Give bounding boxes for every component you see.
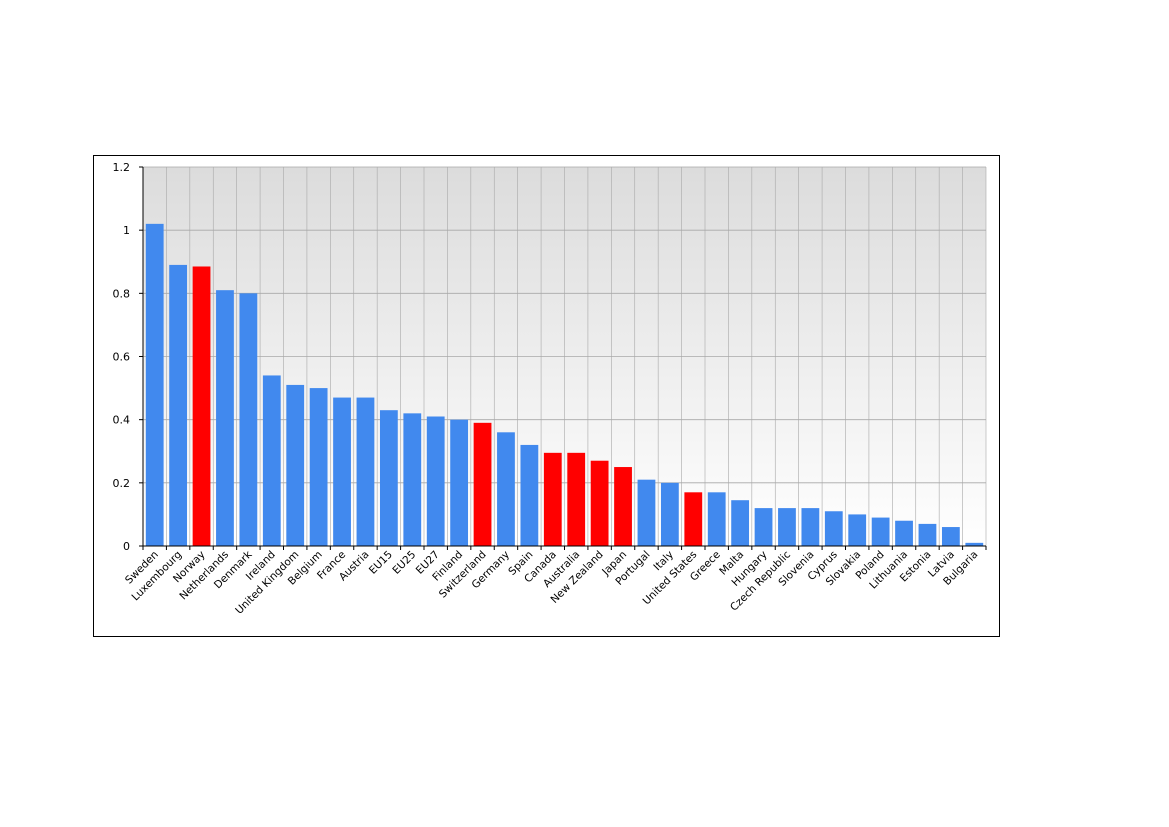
bar-finland bbox=[450, 419, 469, 546]
bar-united-kingdom bbox=[286, 384, 305, 546]
bar-canada bbox=[543, 452, 562, 546]
bar-france bbox=[333, 397, 351, 546]
bar-sweden bbox=[145, 223, 164, 546]
y-tick-label: 0.2 bbox=[113, 477, 131, 490]
bar-malta bbox=[731, 500, 750, 546]
bar-czech-republic bbox=[778, 508, 796, 546]
axes bbox=[139, 166, 987, 550]
y-tick-label: 0.6 bbox=[113, 351, 131, 364]
bar-united-states bbox=[684, 492, 703, 546]
bar-poland bbox=[871, 517, 890, 546]
bar-germany bbox=[497, 432, 515, 546]
bar-eu25 bbox=[403, 413, 422, 546]
y-tick-label: 0.4 bbox=[113, 414, 131, 427]
bar-eu27 bbox=[426, 416, 445, 546]
bars bbox=[145, 223, 984, 546]
x-category-label: EU25 bbox=[390, 549, 418, 577]
bar-spain bbox=[520, 444, 539, 546]
bar-hungary bbox=[754, 508, 773, 546]
bar-norway bbox=[192, 266, 211, 546]
bar-chart: 0 0.2 0.4 0.6 0.8 1 1.2 SwedenLuxembourgNorway… bbox=[113, 161, 987, 617]
bar-luxembourg bbox=[169, 264, 188, 546]
bar-slovenia bbox=[801, 508, 820, 546]
bar-cyprus bbox=[824, 511, 843, 546]
bar-netherlands bbox=[216, 290, 234, 546]
bar-slovakia bbox=[848, 514, 867, 546]
bar-denmark bbox=[239, 293, 258, 546]
y-tick-label: 0.8 bbox=[113, 287, 131, 300]
x-category-labels: SwedenLuxembourgNorwayNetherlandsDenmark… bbox=[123, 548, 980, 617]
bar-australia bbox=[567, 452, 586, 546]
bar-new-zealand bbox=[590, 460, 609, 546]
chart-frame: 0 0.2 0.4 0.6 0.8 1 1.2 Sweden Luxembourg Norway… bbox=[93, 155, 1000, 637]
bar-ireland bbox=[262, 375, 281, 546]
bar-greece bbox=[707, 492, 726, 546]
y-tick-label: 1 bbox=[123, 224, 130, 237]
bar-portugal bbox=[637, 479, 656, 546]
bar-bulgaria bbox=[965, 542, 984, 546]
x-category-label: EU15 bbox=[367, 549, 395, 577]
bar-italy bbox=[660, 482, 679, 546]
bar-japan bbox=[614, 467, 632, 546]
bar-latvia bbox=[941, 527, 960, 546]
bar-switzerland bbox=[473, 422, 492, 546]
y-tick-labels: 0 0.2 0.4 0.6 0.8 1 1.2 bbox=[113, 161, 131, 553]
bar-austria bbox=[356, 397, 375, 546]
bar-belgium bbox=[309, 388, 328, 546]
y-tick-label: 0 bbox=[123, 540, 130, 553]
bar-eu15 bbox=[379, 410, 398, 546]
bar-lithuania bbox=[895, 520, 913, 546]
bar-estonia bbox=[918, 523, 937, 546]
y-tick-label: 1.2 bbox=[113, 161, 131, 174]
